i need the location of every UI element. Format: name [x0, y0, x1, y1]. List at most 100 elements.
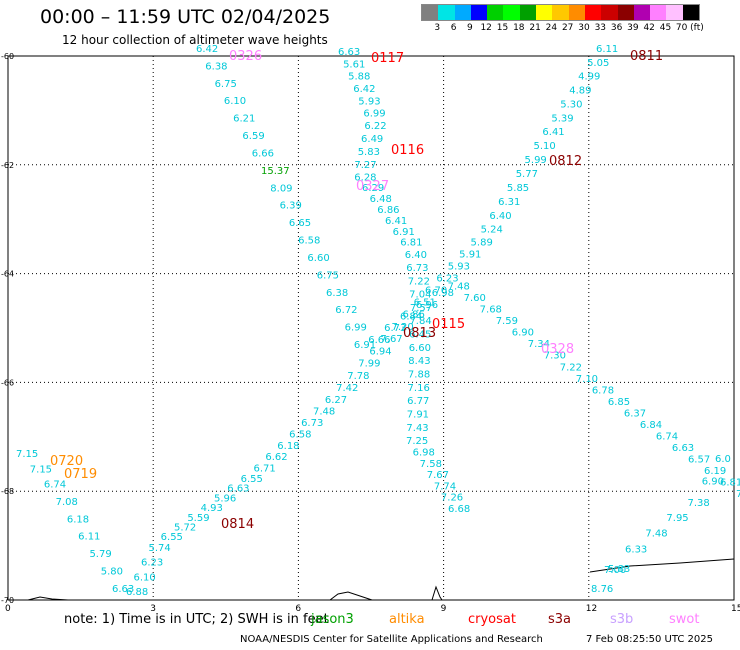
legend-swatch — [519, 5, 537, 20]
wave-height-value: 5.59 — [187, 513, 209, 524]
wave-height-value: 6.19 — [704, 466, 726, 477]
wave-height-value: 5.72 — [174, 522, 196, 533]
legend-swatch — [568, 5, 585, 20]
generated-timestamp: 7 Feb 08:25:50 UTC 2025 — [586, 634, 713, 645]
lon-tick-label: 12 — [586, 604, 597, 614]
lat-tick-label: -70 — [1, 596, 14, 605]
wave-height-value: 6.48 — [370, 194, 392, 205]
wave-height-value: 6.73 — [406, 263, 428, 274]
wave-height-value: 4.93 — [201, 503, 223, 514]
wave-height-value: 6.90 — [512, 328, 534, 339]
page-title: 00:00 – 11:59 UTC 02/04/2025 — [40, 6, 331, 28]
legend-swatch — [487, 5, 504, 20]
mission-label: s3a — [548, 612, 572, 627]
wave-height-value: 6.99 — [345, 323, 367, 334]
wave-height-value: 6.66 — [252, 148, 274, 159]
pass-time-label: 0811 — [630, 49, 663, 64]
wave-height-value: 6.58 — [298, 236, 320, 247]
wave-height-value: 5.24 — [481, 225, 503, 236]
legend-swatch — [633, 5, 651, 20]
legend-label: 21 — [529, 23, 541, 33]
wave-height-value: 7.48 — [645, 528, 667, 539]
legend-swatch — [666, 5, 683, 20]
wave-height-value: 7.59 — [496, 316, 518, 327]
wave-height-value: 6.41 — [542, 127, 564, 138]
wave-height-value: 6.33 — [625, 544, 647, 555]
wave-height-value: 5.10 — [533, 141, 555, 152]
wave-height-value: 7.57 — [410, 303, 432, 314]
legend-label: 70 (ft) — [675, 23, 704, 33]
legend-label: 9 — [467, 23, 473, 33]
wave-height-value: 6.60 — [409, 343, 431, 354]
wave-height-value: 7.27 — [354, 160, 376, 171]
lat-tick-label: -64 — [1, 270, 14, 279]
wave-height-value: 7.9 — [736, 489, 740, 500]
pass-time-label: 0115 — [432, 317, 465, 332]
wave-height-value: 6.18 — [277, 441, 299, 452]
wave-height-value: 5.88 — [348, 72, 370, 83]
wave-height-value: 7.10 — [576, 374, 598, 385]
lat-tick-label: -66 — [1, 378, 14, 387]
wave-height-value: 6.71 — [254, 464, 276, 475]
lon-tick-label: 9 — [441, 604, 447, 614]
wave-height-value: 7.22 — [560, 362, 582, 373]
wave-height-value: 7.15 — [30, 465, 52, 476]
wave-height-value: 5.89 — [471, 238, 493, 249]
wave-height-value: 6.49 — [361, 134, 383, 145]
mission-label: swot — [669, 612, 700, 627]
lat-tick-label: -62 — [1, 161, 14, 170]
wave-height-value: 7.67 — [427, 470, 449, 481]
page-subtitle: 12 hour collection of altimeter wave hei… — [62, 33, 328, 47]
footer-note: note: 1) Time is in UTC; 2) SWH is in fe… — [64, 612, 329, 627]
wave-height-value: 8.76 — [591, 584, 613, 595]
wave-height-value: 6.98 — [432, 288, 454, 299]
wave-height-value: 6.29 — [362, 183, 384, 194]
legend-label: 36 — [610, 23, 623, 33]
wave-height-value: 6.77 — [407, 396, 429, 407]
wave-height-value: 6.73 — [384, 323, 406, 334]
wave-height-value: 6.55 — [241, 474, 263, 485]
legend-label: 39 — [627, 23, 639, 33]
wave-height-value: 5.93 — [358, 96, 380, 107]
legend-swatch — [438, 5, 455, 20]
wave-height-value: 6.10 — [134, 572, 156, 583]
wave-height-value: 6.18 — [67, 514, 89, 525]
wave-height-value: 5.83 — [608, 564, 630, 575]
wave-height-value: 6.23 — [141, 558, 163, 569]
wave-height-value: 7.43 — [406, 423, 428, 434]
wave-height-value: 7.25 — [406, 436, 428, 447]
wave-height-value: 5.79 — [89, 549, 111, 560]
wave-height-value: 6.51 — [414, 297, 436, 308]
pass-time-label: 0720 — [50, 454, 83, 469]
wave-height-value: 5.93 — [448, 262, 470, 273]
wave-height-value: 6.31 — [498, 197, 520, 208]
wave-height-value: 7.84 — [409, 316, 431, 327]
wave-height-value: 6.66 — [368, 335, 390, 346]
wave-height-value: 6.59 — [242, 131, 264, 142]
wave-height-value: 7.48 — [313, 406, 335, 417]
legend-label: 3 — [434, 23, 441, 33]
wave-height-value: 7.30 — [544, 351, 566, 362]
wave-height-value: 6.21 — [233, 114, 255, 125]
wave-height-value: 6.74 — [656, 431, 678, 442]
legend-labels: 3 6 9 12 15 18 21 24 27 30 33 36 39 42 45 70 (ft) — [421, 21, 703, 35]
legend-label: 15 — [496, 23, 509, 33]
wave-height-value: 6.45 — [409, 329, 431, 340]
wave-height-value: 6.68 — [448, 504, 470, 515]
wave-height-value: 6.39 — [280, 201, 302, 212]
wave-height-value: 7.68 — [480, 305, 502, 316]
wave-height-value: 6.62 — [265, 452, 287, 463]
pass-time-label: 0117 — [371, 51, 404, 66]
wave-height-value: 6.81 — [400, 238, 422, 249]
pass-time-label: 0328 — [541, 342, 574, 357]
wave-height-value: 7.95 — [666, 513, 688, 524]
wave-height-value: 6.75 — [215, 79, 237, 90]
legend-label: 33 — [594, 23, 607, 33]
wave-height-value: 6.40 — [405, 250, 427, 261]
wave-height-value: 7.60 — [464, 293, 486, 304]
wave-height-value: 6.28 — [354, 172, 376, 183]
legend-label: 30 — [578, 23, 590, 33]
wave-height-value: 5.77 — [516, 169, 538, 180]
lat-tick-label: -60 — [1, 52, 14, 61]
